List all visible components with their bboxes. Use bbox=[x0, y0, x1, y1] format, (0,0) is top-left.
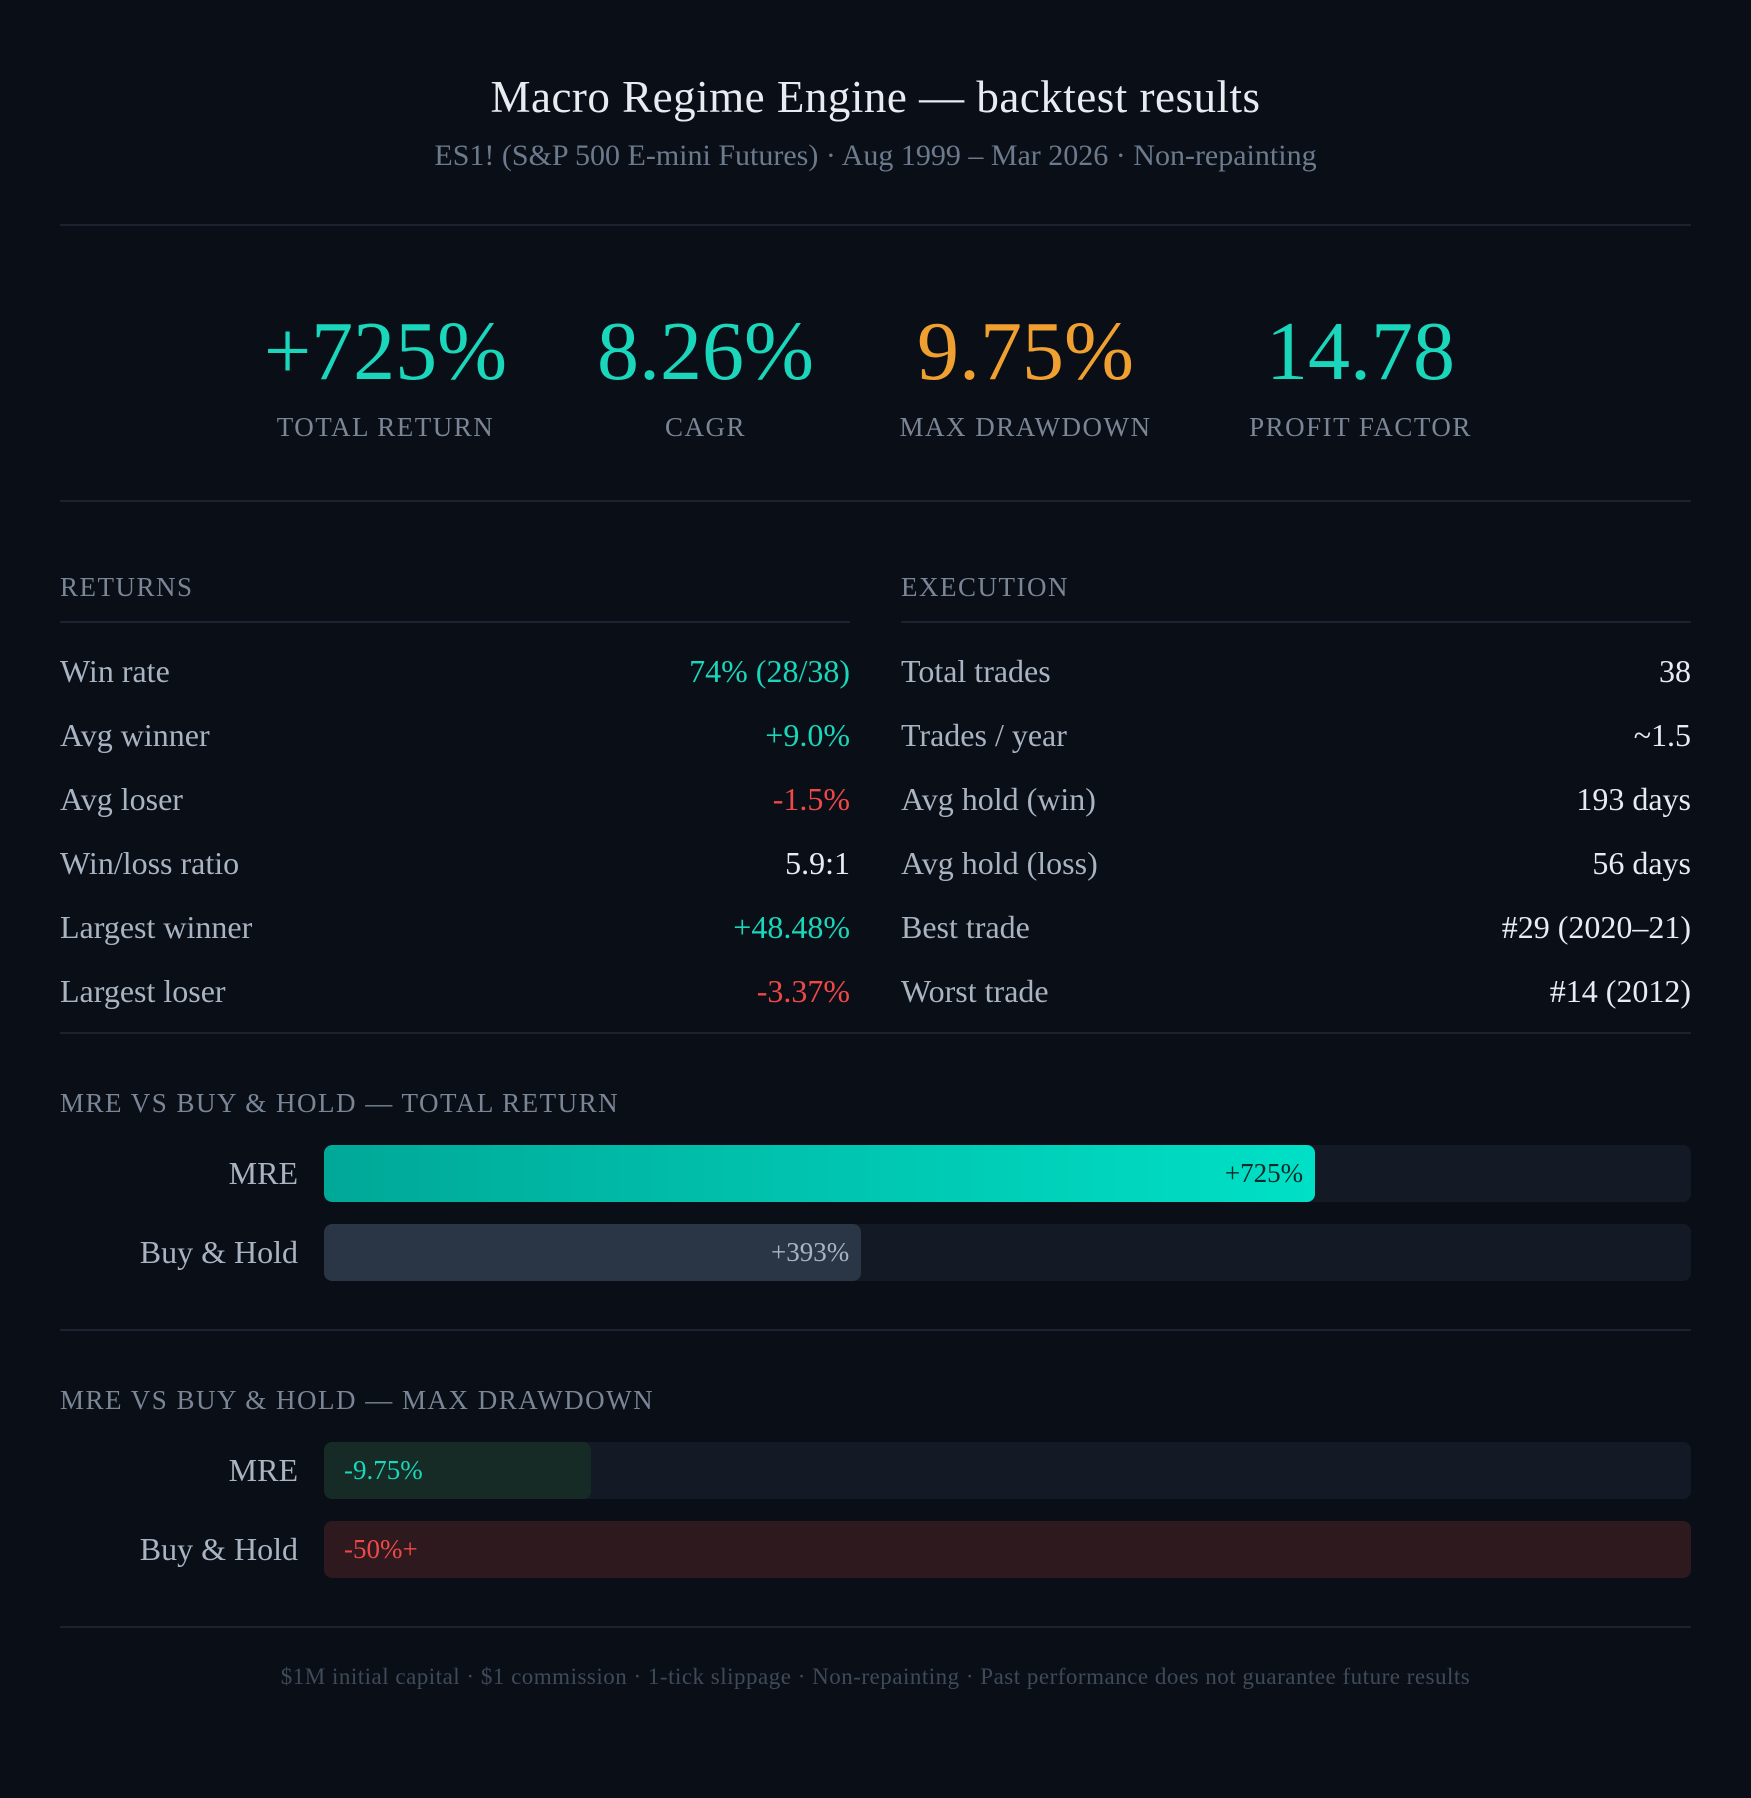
bar-track: -50%+ bbox=[324, 1521, 1691, 1578]
stat-row: Avg loser -1.5% bbox=[60, 767, 850, 831]
chart-title: MRE VS BUY & HOLD — MAX DRAWDOWN bbox=[60, 1385, 655, 1415]
divider bbox=[60, 1626, 1691, 1628]
bar-row: Buy & Hold +393% bbox=[60, 1224, 1691, 1281]
returns-rows: Win rate 74% (28/38) Avg winner +9.0% Avg … bbox=[60, 639, 850, 1023]
stat-label: Avg hold (loss) bbox=[901, 845, 1098, 881]
stat-row: Best trade #29 (2020–21) bbox=[901, 895, 1691, 959]
kpi-cagr: 8.26% CAGR bbox=[576, 310, 836, 443]
category-label: Buy & Hold bbox=[139, 1531, 298, 1567]
stat-value: #29 (2020–21) bbox=[1501, 909, 1691, 945]
data-label: -50%+ bbox=[344, 1534, 418, 1564]
footer: $1M initial capital · $1 commission · 1-… bbox=[280, 1664, 1471, 1689]
max-drawdown-chart: MRE VS BUY & HOLD — MAX DRAWDOWN MRE -9.… bbox=[60, 1331, 1691, 1626]
stat-value: 74% (28/38) bbox=[689, 653, 850, 689]
stat-row: Avg hold (loss) 56 days bbox=[901, 831, 1691, 895]
stat-row: Win rate 74% (28/38) bbox=[60, 639, 850, 703]
bar-mre-total-return bbox=[324, 1145, 1316, 1202]
kpi-label: PROFIT FACTOR bbox=[1249, 412, 1472, 442]
stat-label: Worst trade bbox=[901, 973, 1049, 1009]
stat-label: Largest winner bbox=[60, 909, 253, 945]
page-subtitle: ES1! (S&P 500 E-mini Futures) · Aug 1999… bbox=[434, 139, 1317, 172]
stat-label: Win/loss ratio bbox=[60, 845, 240, 881]
stat-row: Largest loser -3.37% bbox=[60, 959, 850, 1023]
stat-label: Total trades bbox=[901, 653, 1051, 689]
stat-row: Worst trade #14 (2012) bbox=[901, 959, 1691, 1023]
stat-value: #14 (2012) bbox=[1549, 973, 1691, 1009]
bar-buy-hold-total-return bbox=[324, 1224, 862, 1281]
bar-track: -9.75% bbox=[324, 1442, 1691, 1499]
stat-value: ~1.5 bbox=[1633, 717, 1691, 753]
stats-section: RETURNS Win rate 74% (28/38) Avg winner +9… bbox=[60, 502, 1691, 1032]
data-label: -9.75% bbox=[344, 1455, 423, 1485]
stat-value: 193 days bbox=[1576, 781, 1691, 817]
stat-row: Total trades 38 bbox=[901, 639, 1691, 703]
divider bbox=[60, 1329, 1691, 1331]
kpi-label: MAX DRAWDOWN bbox=[899, 412, 1152, 442]
header: Macro Regime Engine — backtest results E… bbox=[60, 0, 1691, 174]
stat-row: Largest winner +48.48% bbox=[60, 895, 850, 959]
total-return-chart: MRE VS BUY & HOLD — TOTAL RETURN MRE +72… bbox=[60, 1034, 1691, 1329]
stat-label: Largest loser bbox=[60, 973, 226, 1009]
execution-column: EXECUTION Total trades 38 Trades / year ~1… bbox=[901, 572, 1691, 1032]
stat-row: Avg hold (win) 193 days bbox=[901, 767, 1691, 831]
stat-label: Avg hold (win) bbox=[901, 781, 1096, 817]
stat-value: -1.5% bbox=[772, 781, 850, 817]
stat-value: +9.0% bbox=[765, 717, 850, 753]
stat-label: Avg winner bbox=[60, 717, 210, 753]
category-label: MRE bbox=[228, 1155, 298, 1191]
kpi-value: 8.26% bbox=[597, 305, 814, 398]
stat-value: 38 bbox=[1659, 653, 1691, 689]
stat-value: 5.9:1 bbox=[785, 845, 850, 881]
stat-value: 56 days bbox=[1592, 845, 1691, 881]
stat-label: Best trade bbox=[901, 909, 1030, 945]
kpi-label: TOTAL RETURN bbox=[276, 412, 495, 442]
stat-row: Win/loss ratio 5.9:1 bbox=[60, 831, 850, 895]
chart-title: MRE VS BUY & HOLD — TOTAL RETURN bbox=[60, 1088, 620, 1118]
stat-label: Trades / year bbox=[901, 717, 1067, 753]
divider bbox=[60, 224, 1691, 226]
bar-mre-max-drawdown bbox=[324, 1442, 591, 1499]
stat-value: +48.48% bbox=[733, 909, 850, 945]
stat-value: -3.37% bbox=[756, 973, 850, 1009]
execution-rows: Total trades 38 Trades / year ~1.5 Avg hol… bbox=[901, 639, 1691, 1023]
bar-track: +393% bbox=[324, 1224, 1691, 1281]
returns-title: RETURNS bbox=[60, 572, 850, 623]
divider bbox=[60, 500, 1691, 502]
data-label: +725% bbox=[1224, 1158, 1304, 1188]
kpi-value: 14.78 bbox=[1266, 305, 1455, 398]
stat-row: Trades / year ~1.5 bbox=[901, 703, 1691, 767]
category-label: MRE bbox=[228, 1452, 298, 1488]
bar-row: MRE +725% bbox=[60, 1145, 1691, 1202]
kpi-max-drawdown: 9.75% MAX DRAWDOWN bbox=[876, 310, 1176, 443]
kpi-value: +725% bbox=[263, 305, 508, 398]
kpi-profit-factor: 14.78 PROFIT FACTOR bbox=[1216, 310, 1506, 443]
page-title: Macro Regime Engine — backtest results bbox=[490, 72, 1261, 122]
kpi-label: CAGR bbox=[664, 412, 746, 442]
data-label: +393% bbox=[771, 1237, 850, 1267]
kpi-total-return: +725% TOTAL RETURN bbox=[246, 310, 526, 443]
kpi-value: 9.75% bbox=[917, 305, 1134, 398]
bar-track: +725% bbox=[324, 1145, 1691, 1202]
returns-column: RETURNS Win rate 74% (28/38) Avg winner +9… bbox=[60, 572, 850, 1032]
execution-title: EXECUTION bbox=[901, 572, 1691, 623]
bar-row: Buy & Hold -50%+ bbox=[60, 1521, 1691, 1578]
bar-buy-hold-max-drawdown bbox=[324, 1521, 1691, 1578]
stat-label: Avg loser bbox=[60, 781, 183, 817]
kpi-row: +725% TOTAL RETURN 8.26% CAGR 9.75% MAX … bbox=[60, 226, 1691, 500]
category-label: Buy & Hold bbox=[139, 1234, 298, 1270]
stat-label: Win rate bbox=[60, 653, 170, 689]
divider bbox=[60, 1032, 1691, 1034]
bar-row: MRE -9.75% bbox=[60, 1442, 1691, 1499]
stat-row: Avg winner +9.0% bbox=[60, 703, 850, 767]
